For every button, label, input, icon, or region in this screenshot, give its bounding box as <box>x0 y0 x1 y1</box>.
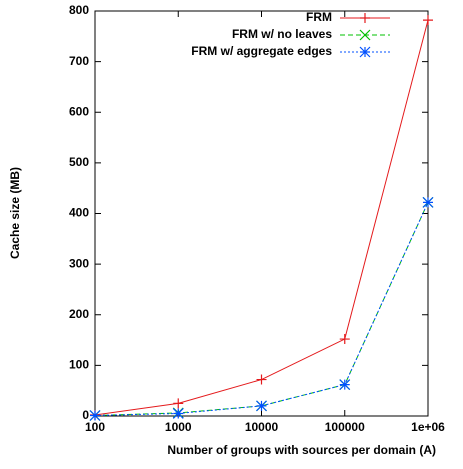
data-point <box>172 408 184 419</box>
data-point <box>422 196 434 208</box>
y-tick-label: 100 <box>69 358 89 372</box>
y-tick-label: 700 <box>69 54 89 68</box>
series-line <box>94 19 429 416</box>
y-tick-label: 800 <box>69 3 89 17</box>
data-point <box>256 374 267 385</box>
legend-label: FRM <box>306 10 332 24</box>
data-point <box>173 398 184 409</box>
y-tick-label: 0 <box>82 408 89 422</box>
legend-marker <box>359 29 371 41</box>
y-tick-label: 600 <box>69 104 89 118</box>
y-tick-label: 200 <box>69 307 89 321</box>
legend-label: FRM w/ aggregate edges <box>191 44 332 58</box>
data-point <box>423 15 433 26</box>
plot-frame <box>94 10 429 417</box>
legend-label: FRM w/ no leaves <box>232 27 332 41</box>
legend-marker <box>360 13 370 23</box>
data-point <box>339 379 351 391</box>
x-tick-label: 1000 <box>165 420 192 434</box>
y-axis-label: Cache size (MB) <box>8 167 22 259</box>
y-tick-label: 300 <box>69 256 89 270</box>
x-tick-label: 10000 <box>245 420 279 434</box>
data-point <box>256 400 267 412</box>
x-axis-label: Number of groups with sources per domain… <box>167 443 436 457</box>
x-tick-label: 100 <box>85 420 105 434</box>
x-tick-label: 1e+06 <box>411 420 445 434</box>
x-tick-label: 100000 <box>325 420 365 434</box>
y-tick-label: 500 <box>69 155 89 169</box>
data-point <box>89 410 101 421</box>
data-point <box>339 334 350 345</box>
y-tick-label: 400 <box>69 206 89 220</box>
legend-marker <box>359 46 371 58</box>
